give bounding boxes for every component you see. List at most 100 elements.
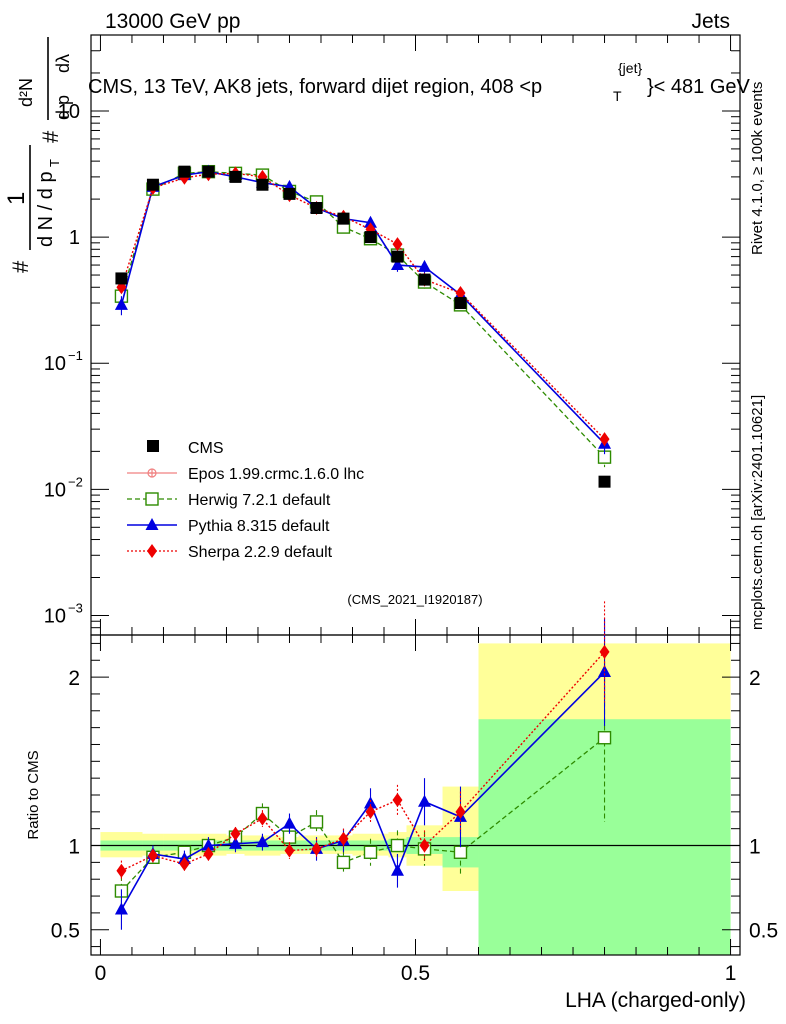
series-line-sherpa	[121, 651, 606, 872]
ratio-uncertainty-bands	[100, 643, 731, 955]
point-sherpa	[257, 811, 268, 826]
ratio-axis-ticks: 0.5 0.5 1 1 2 2 0 0.5 1	[51, 642, 778, 985]
ratio-y-axis-label: Ratio to CMS	[25, 750, 42, 839]
point-sherpa	[599, 644, 610, 659]
legend-label-herwig: Herwig 7.2.1 default	[188, 492, 331, 509]
title-sub: T	[613, 88, 622, 104]
ylabel-num2: d²N	[16, 78, 36, 107]
point-cms	[115, 272, 128, 285]
process-label: Jets	[691, 10, 730, 33]
point-pythia	[255, 835, 269, 848]
point-pythia	[418, 259, 432, 272]
point-sherpa	[230, 826, 241, 841]
ratio-ytick-label-right-1: 1	[749, 836, 761, 859]
series-line-pythia	[120, 170, 606, 445]
point-sherpa	[599, 432, 610, 447]
series-cms-main	[115, 165, 611, 488]
plot-title: CMS, 13 TeV, AK8 jets, forward dijet reg…	[88, 60, 751, 104]
point-herwig	[336, 855, 351, 870]
point-cms	[310, 202, 323, 215]
band-green-13	[478, 719, 731, 955]
point-pythia	[114, 297, 128, 310]
ratio-ytick-label-right-0: 0.5	[749, 920, 778, 943]
point-herwig	[309, 815, 324, 829]
point-cms	[364, 231, 377, 244]
point-sherpa	[284, 843, 295, 858]
title-tail: }< 481 GeV	[647, 76, 751, 98]
ylabel-den1: d N / d p	[35, 171, 57, 247]
point-pythia	[228, 836, 242, 849]
series-line-pythia	[120, 671, 606, 910]
ratio-ytick-label-left-2: 2	[68, 667, 80, 690]
series-sherpa-ratio	[116, 601, 610, 881]
legend: CMS Epos 1.99.crmc.1.6.0 lhc Herwig 7.2.…	[127, 440, 364, 561]
ylabel-den2: d p	[53, 95, 73, 120]
ylabel-one: 1	[3, 192, 30, 205]
main-ytick-base: 10	[44, 479, 66, 501]
point-pythia	[282, 816, 296, 829]
xtick-label-0: 0	[95, 962, 107, 985]
main-ytick-exp: −3	[68, 600, 83, 615]
legend-marker-cms	[147, 440, 159, 452]
ylabel-sub: T	[47, 159, 62, 167]
main-ytick-label-4: 10	[58, 101, 80, 123]
point-cms	[391, 250, 404, 263]
legend-label-cms: CMS	[188, 440, 224, 457]
point-cms	[229, 170, 242, 183]
point-sherpa	[419, 838, 430, 853]
point-sherpa	[392, 237, 403, 252]
title-sup: {jet}	[618, 60, 642, 76]
point-pythia	[418, 794, 432, 807]
series-sherpa-main	[116, 166, 610, 447]
xtick-label-2: 1	[725, 962, 737, 985]
point-pythia	[364, 215, 378, 228]
legend-marker-herwig	[145, 492, 159, 506]
ratio-series-layer	[114, 601, 612, 930]
main-ytick-base: 10	[44, 605, 66, 627]
legend-marker-pythia	[145, 518, 159, 530]
point-cms	[454, 297, 467, 310]
main-ytick-base: 10	[58, 101, 80, 123]
point-cms	[178, 165, 191, 178]
series-pythia-ratio	[114, 618, 612, 930]
ylabel-hash-1: #	[8, 260, 33, 273]
series-pythia-main	[114, 164, 612, 455]
point-pythia	[114, 902, 128, 915]
energy-label: 13000 GeV pp	[105, 10, 240, 33]
main-ytick-label-2: 10 −1	[44, 348, 83, 375]
point-sherpa	[455, 804, 466, 819]
point-sherpa	[392, 793, 403, 808]
main-ytick-label-1: 10 −2	[44, 474, 83, 501]
series-line-herwig	[120, 171, 606, 458]
mcplots-label: mcplots.cern.ch [arXiv:2401.10621]	[749, 395, 766, 630]
point-cms	[418, 273, 431, 286]
point-sherpa	[203, 846, 214, 861]
point-sherpa	[179, 857, 190, 872]
main-ytick-base: 10	[44, 353, 66, 375]
point-pythia	[201, 838, 215, 851]
main-series-layer	[114, 164, 612, 488]
point-pythia	[364, 796, 378, 809]
legend-marker-sherpa	[147, 544, 157, 558]
main-ytick-base: 1	[69, 227, 80, 249]
point-herwig	[453, 845, 468, 859]
ylabel-hash-2: #	[38, 130, 63, 143]
title-main: CMS, 13 TeV, AK8 jets, forward dijet reg…	[88, 76, 542, 98]
point-cms	[598, 475, 611, 488]
x-axis-label: LHA (charged-only)	[565, 989, 746, 1012]
point-herwig	[363, 845, 378, 859]
point-sherpa	[365, 804, 376, 819]
point-cms	[202, 165, 215, 178]
rivet-label: Rivet 4.1.0, ≥ 100k events	[749, 82, 766, 255]
legend-label-epos: Epos 1.99.crmc.1.6.0 lhc	[188, 466, 364, 483]
ratio-ytick-label-left-0: 0.5	[51, 920, 80, 943]
point-sherpa	[338, 831, 349, 846]
main-ytick-exp: −2	[68, 474, 83, 489]
point-cms	[256, 178, 269, 191]
point-pythia	[390, 863, 404, 876]
point-sherpa	[311, 841, 322, 856]
point-cms	[283, 187, 296, 200]
series-line-sherpa	[120, 172, 606, 440]
